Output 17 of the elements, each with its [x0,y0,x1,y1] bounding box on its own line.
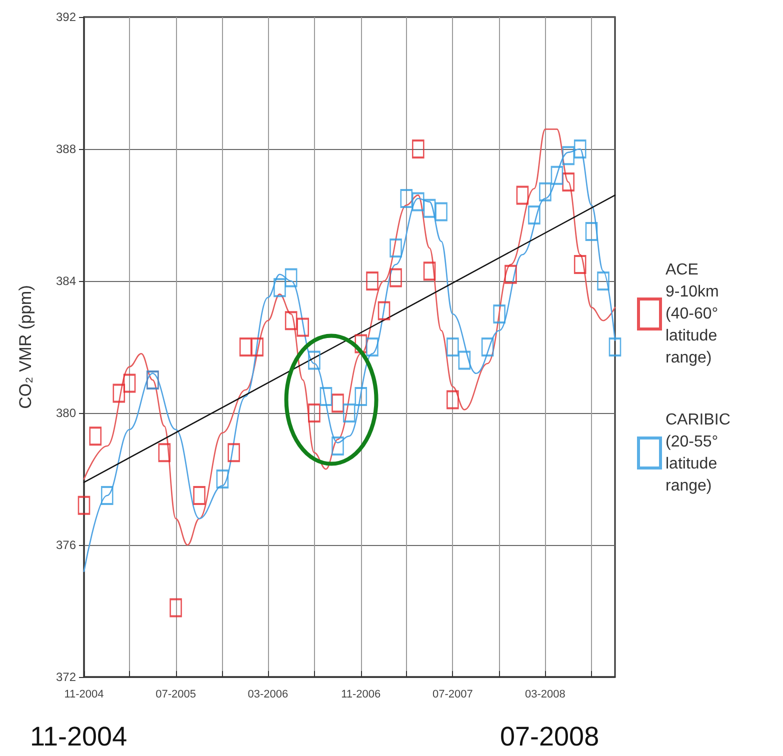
x-tick-label: 11-2004 [64,688,104,700]
y-tick-label: 372 [56,670,76,684]
x-tick-label: 03-2006 [248,688,288,700]
x-tick-label: 11-2006 [341,688,381,700]
y-tick-label: 384 [56,274,76,288]
y-tick-label: 380 [56,406,76,420]
y-tick-label: 392 [56,10,76,24]
legend-label: ACE 9-10km (40-60° latitude range) [666,262,724,366]
y-tick-label: 376 [56,538,76,552]
text: 11-2004 [30,722,128,752]
y-tick-label: 388 [56,142,76,156]
text: 07-2008 [500,722,600,752]
y-axis-title: CO₂ VMR (ppm) [16,285,35,409]
x-tick-label: 03-2008 [525,688,566,700]
legend-label: CARIBIC (20-55° latitude range) [666,412,735,494]
x-tick-label: 07-2007 [432,688,473,700]
x-tick-label: 07-2005 [156,688,196,700]
